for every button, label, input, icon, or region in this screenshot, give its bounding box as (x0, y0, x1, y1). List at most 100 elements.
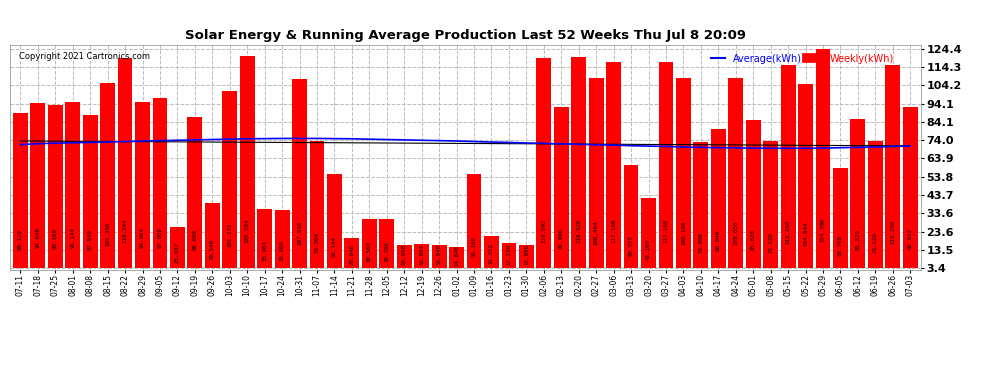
Text: 89.120: 89.120 (18, 228, 23, 249)
Text: 93.168: 93.168 (52, 228, 57, 249)
Bar (729, 78, 743, 268)
Bar (152, 98, 167, 268)
Bar (327, 174, 342, 268)
Text: 108.464: 108.464 (594, 221, 599, 245)
Bar (187, 117, 202, 268)
Text: 73.520: 73.520 (873, 232, 878, 253)
Bar (624, 165, 639, 268)
Text: 87.840: 87.840 (88, 229, 93, 250)
Bar (432, 245, 446, 268)
Bar (118, 58, 133, 268)
Text: 85.520: 85.520 (855, 229, 860, 250)
Text: 91.996: 91.996 (558, 228, 563, 249)
Bar (484, 236, 499, 268)
Text: 25.932: 25.932 (175, 242, 180, 263)
Text: 73.520: 73.520 (768, 232, 773, 253)
Text: 95.144: 95.144 (70, 227, 75, 248)
Text: 17.130: 17.130 (507, 244, 512, 265)
Text: 39.548: 39.548 (210, 239, 215, 260)
Text: 120.284: 120.284 (245, 218, 249, 243)
Bar (135, 102, 149, 268)
Bar (781, 65, 796, 268)
Bar (274, 210, 289, 268)
Bar (362, 219, 377, 268)
Title: Solar Energy & Running Average Production Last 52 Weeks Thu Jul 8 20:09: Solar Energy & Running Average Productio… (185, 30, 745, 42)
Text: 117.168: 117.168 (611, 219, 616, 243)
Bar (553, 107, 568, 268)
Text: 117.168: 117.168 (663, 219, 668, 243)
Bar (763, 141, 778, 268)
Text: 94.864: 94.864 (140, 227, 145, 248)
Bar (466, 174, 481, 268)
Text: 107.616: 107.616 (297, 221, 302, 246)
Text: 92.032: 92.032 (908, 228, 913, 249)
Bar (13, 112, 28, 268)
Bar (414, 244, 429, 268)
Bar (868, 141, 883, 268)
Bar (833, 168, 847, 268)
Bar (711, 129, 726, 268)
Bar (292, 79, 307, 268)
Text: 104.844: 104.844 (803, 222, 808, 246)
Text: 30.768: 30.768 (384, 241, 389, 262)
Text: 94.640: 94.640 (36, 227, 41, 248)
Bar (676, 78, 691, 268)
Bar (798, 84, 813, 268)
Bar (589, 78, 604, 268)
Text: 60.322: 60.322 (629, 235, 634, 256)
Bar (885, 65, 900, 268)
Bar (397, 245, 412, 268)
Bar (519, 245, 534, 268)
Text: 20.046: 20.046 (349, 243, 354, 264)
Bar (100, 83, 115, 268)
Text: 101.272: 101.272 (228, 222, 233, 247)
Text: 15.996: 15.996 (524, 244, 529, 266)
Bar (449, 248, 464, 268)
Bar (745, 120, 760, 268)
Bar (31, 103, 46, 268)
Text: 108.056: 108.056 (734, 221, 739, 245)
Text: 119.244: 119.244 (123, 219, 128, 243)
Bar (850, 119, 865, 268)
Bar (502, 243, 517, 268)
Bar (571, 57, 586, 268)
Bar (537, 58, 551, 268)
Text: 73.304: 73.304 (315, 232, 320, 253)
Text: 115.256: 115.256 (890, 219, 895, 244)
Text: 55.168: 55.168 (471, 236, 476, 257)
Text: Copyright 2021 Cartronics.com: Copyright 2021 Cartronics.com (19, 52, 150, 61)
Bar (345, 238, 359, 268)
Text: 30.560: 30.560 (367, 241, 372, 262)
Text: 105.356: 105.356 (105, 222, 110, 246)
Text: 124.396: 124.396 (821, 217, 826, 242)
Text: 14.848: 14.848 (454, 245, 459, 266)
Text: 108.108: 108.108 (681, 221, 686, 245)
Text: 115.256: 115.256 (786, 219, 791, 244)
Text: 85.020: 85.020 (750, 230, 755, 251)
Bar (310, 141, 325, 268)
Text: 58.708: 58.708 (838, 235, 842, 256)
Text: 97.000: 97.000 (157, 227, 162, 248)
Bar (223, 91, 238, 268)
Bar (816, 49, 831, 268)
Bar (257, 209, 272, 268)
Text: 55.144: 55.144 (332, 236, 337, 257)
Text: 35.904: 35.904 (262, 240, 267, 261)
Bar (48, 105, 62, 268)
Legend: Average(kWh), Weekly(kWh): Average(kWh), Weekly(kWh) (707, 50, 898, 68)
Bar (658, 62, 673, 268)
Bar (642, 198, 656, 268)
Text: 86.608: 86.608 (192, 229, 197, 250)
Text: 73.096: 73.096 (698, 232, 703, 253)
Text: 119.092: 119.092 (542, 219, 546, 243)
Text: 16.048: 16.048 (437, 244, 442, 266)
Bar (606, 62, 621, 268)
Text: 21.352: 21.352 (489, 243, 494, 264)
Bar (83, 115, 98, 268)
Text: 16.884: 16.884 (419, 244, 424, 265)
Bar (693, 142, 708, 268)
Bar (205, 202, 220, 268)
Bar (240, 56, 254, 268)
Bar (379, 219, 394, 268)
Text: 42.160: 42.160 (646, 239, 651, 260)
